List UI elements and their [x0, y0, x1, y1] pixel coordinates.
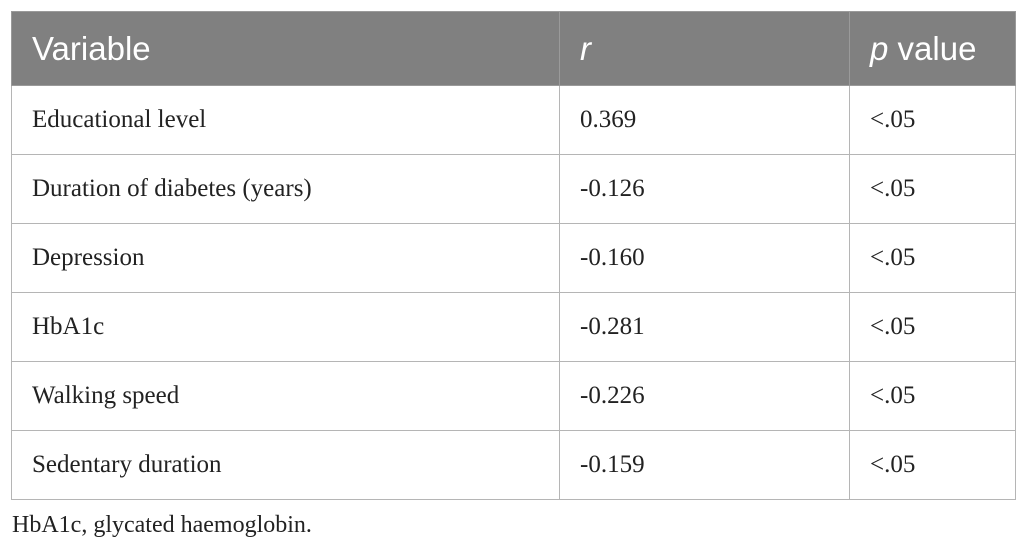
- cell-variable: Sedentary duration: [11, 430, 560, 500]
- cell-p: <.05: [849, 223, 1016, 293]
- header-row: Variable r p value: [11, 11, 1016, 86]
- cell-variable: Depression: [11, 223, 560, 293]
- cell-r: -0.281: [559, 292, 850, 362]
- header-p-value: p value: [849, 11, 1016, 86]
- table-footnote: HbA1c, glycated haemoglobin.: [12, 512, 312, 538]
- correlation-table-container: Variable r p value Educational level 0.3…: [11, 11, 1016, 500]
- cell-r: -0.226: [559, 361, 850, 431]
- correlation-table: Variable r p value Educational level 0.3…: [11, 11, 1016, 500]
- table-body: Educational level 0.369 <.05 Duration of…: [11, 85, 1016, 500]
- cell-variable: Walking speed: [11, 361, 560, 431]
- cell-variable: Duration of diabetes (years): [11, 154, 560, 224]
- header-r-label: r: [580, 29, 591, 67]
- header-p-italic: p: [870, 29, 889, 67]
- cell-p: <.05: [849, 361, 1016, 431]
- cell-r: -0.159: [559, 430, 850, 500]
- header-r: r: [559, 11, 850, 86]
- cell-r: 0.369: [559, 85, 850, 155]
- cell-variable: HbA1c: [11, 292, 560, 362]
- cell-r: -0.160: [559, 223, 850, 293]
- cell-p: <.05: [849, 154, 1016, 224]
- table-row: Walking speed -0.226 <.05: [11, 361, 1016, 431]
- cell-p: <.05: [849, 85, 1016, 155]
- cell-p: <.05: [849, 292, 1016, 362]
- header-variable: Variable: [11, 11, 560, 86]
- table-row: HbA1c -0.281 <.05: [11, 292, 1016, 362]
- table-header: Variable r p value: [11, 11, 1016, 86]
- table-row: Depression -0.160 <.05: [11, 223, 1016, 293]
- cell-variable: Educational level: [11, 85, 560, 155]
- table-row: Educational level 0.369 <.05: [11, 85, 1016, 155]
- table-row: Sedentary duration -0.159 <.05: [11, 430, 1016, 500]
- cell-r: -0.126: [559, 154, 850, 224]
- header-p-rest: value: [888, 29, 977, 67]
- table-row: Duration of diabetes (years) -0.126 <.05: [11, 154, 1016, 224]
- cell-p: <.05: [849, 430, 1016, 500]
